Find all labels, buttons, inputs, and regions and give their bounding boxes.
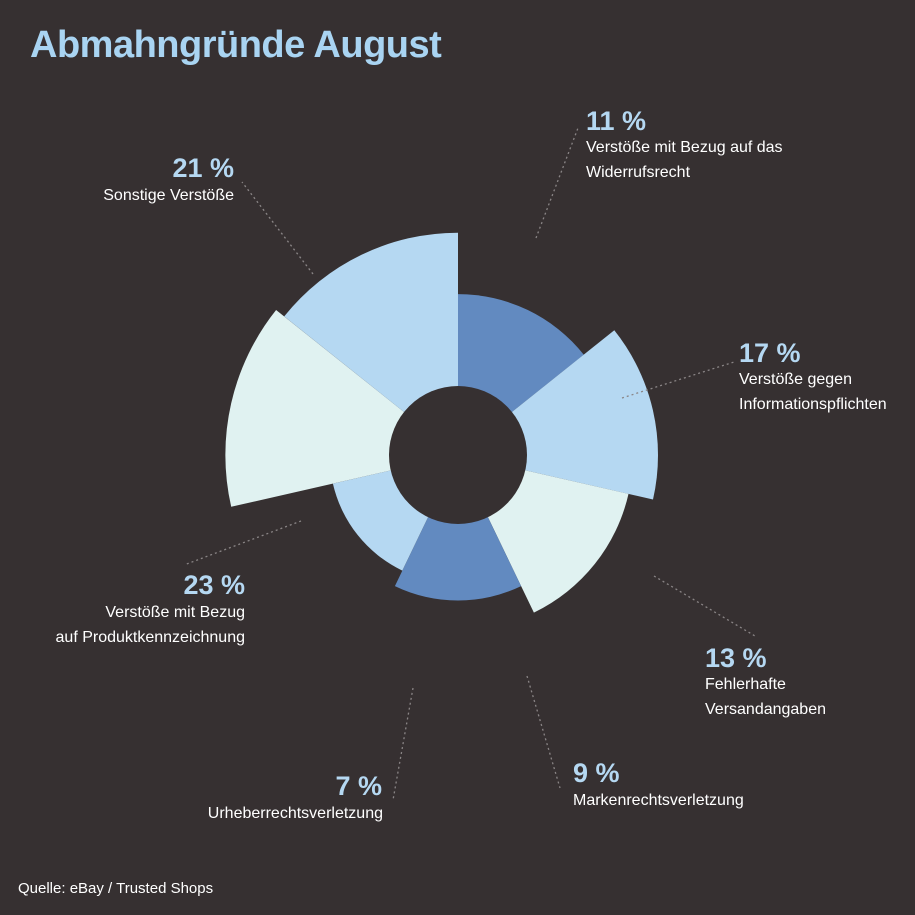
category-label-6-line-2: auf Produktkennzeichnung xyxy=(56,629,245,646)
category-label-3-line-2: Versandangaben xyxy=(705,701,826,718)
slice-4 xyxy=(394,455,522,601)
leader-line-7 xyxy=(241,181,314,275)
leader-line-6 xyxy=(183,520,302,566)
category-label-2-line-1: Verstöße gegen xyxy=(739,371,852,388)
category-label-5-line-1: Urheberrechtsverletzung xyxy=(208,805,383,822)
category-label-1-line-2: Widerrufsrecht xyxy=(586,164,691,181)
slice-7 xyxy=(284,232,458,455)
value-label-7: 21 % xyxy=(172,153,234,183)
category-label-6-line-1: Verstöße mit Bezug xyxy=(105,604,245,621)
value-label-3: 13 % xyxy=(705,643,767,673)
category-label-1-line-1: Verstöße mit Bezug auf das xyxy=(586,139,783,156)
chart-title: Abmahngründe August xyxy=(30,24,442,66)
value-label-5: 7 % xyxy=(335,771,382,801)
value-label-1: 11 % xyxy=(586,106,646,136)
category-label-4-line-1: Markenrechtsverletzung xyxy=(573,792,744,809)
leader-line-3 xyxy=(653,575,756,637)
leader-line-4 xyxy=(526,675,561,789)
value-label-2: 17 % xyxy=(739,338,801,368)
source-note: Quelle: eBay / Trusted Shops xyxy=(18,880,214,897)
leader-line-5 xyxy=(392,687,414,801)
value-label-6: 23 % xyxy=(183,570,245,600)
category-label-2-line-2: Informationspflichten xyxy=(739,396,887,413)
category-label-7-line-1: Sonstige Verstöße xyxy=(103,187,234,204)
leader-line-1 xyxy=(535,127,579,239)
value-label-4: 9 % xyxy=(573,758,620,788)
donut-hole xyxy=(389,386,527,524)
category-label-3-line-1: Fehlerhafte xyxy=(705,676,786,693)
